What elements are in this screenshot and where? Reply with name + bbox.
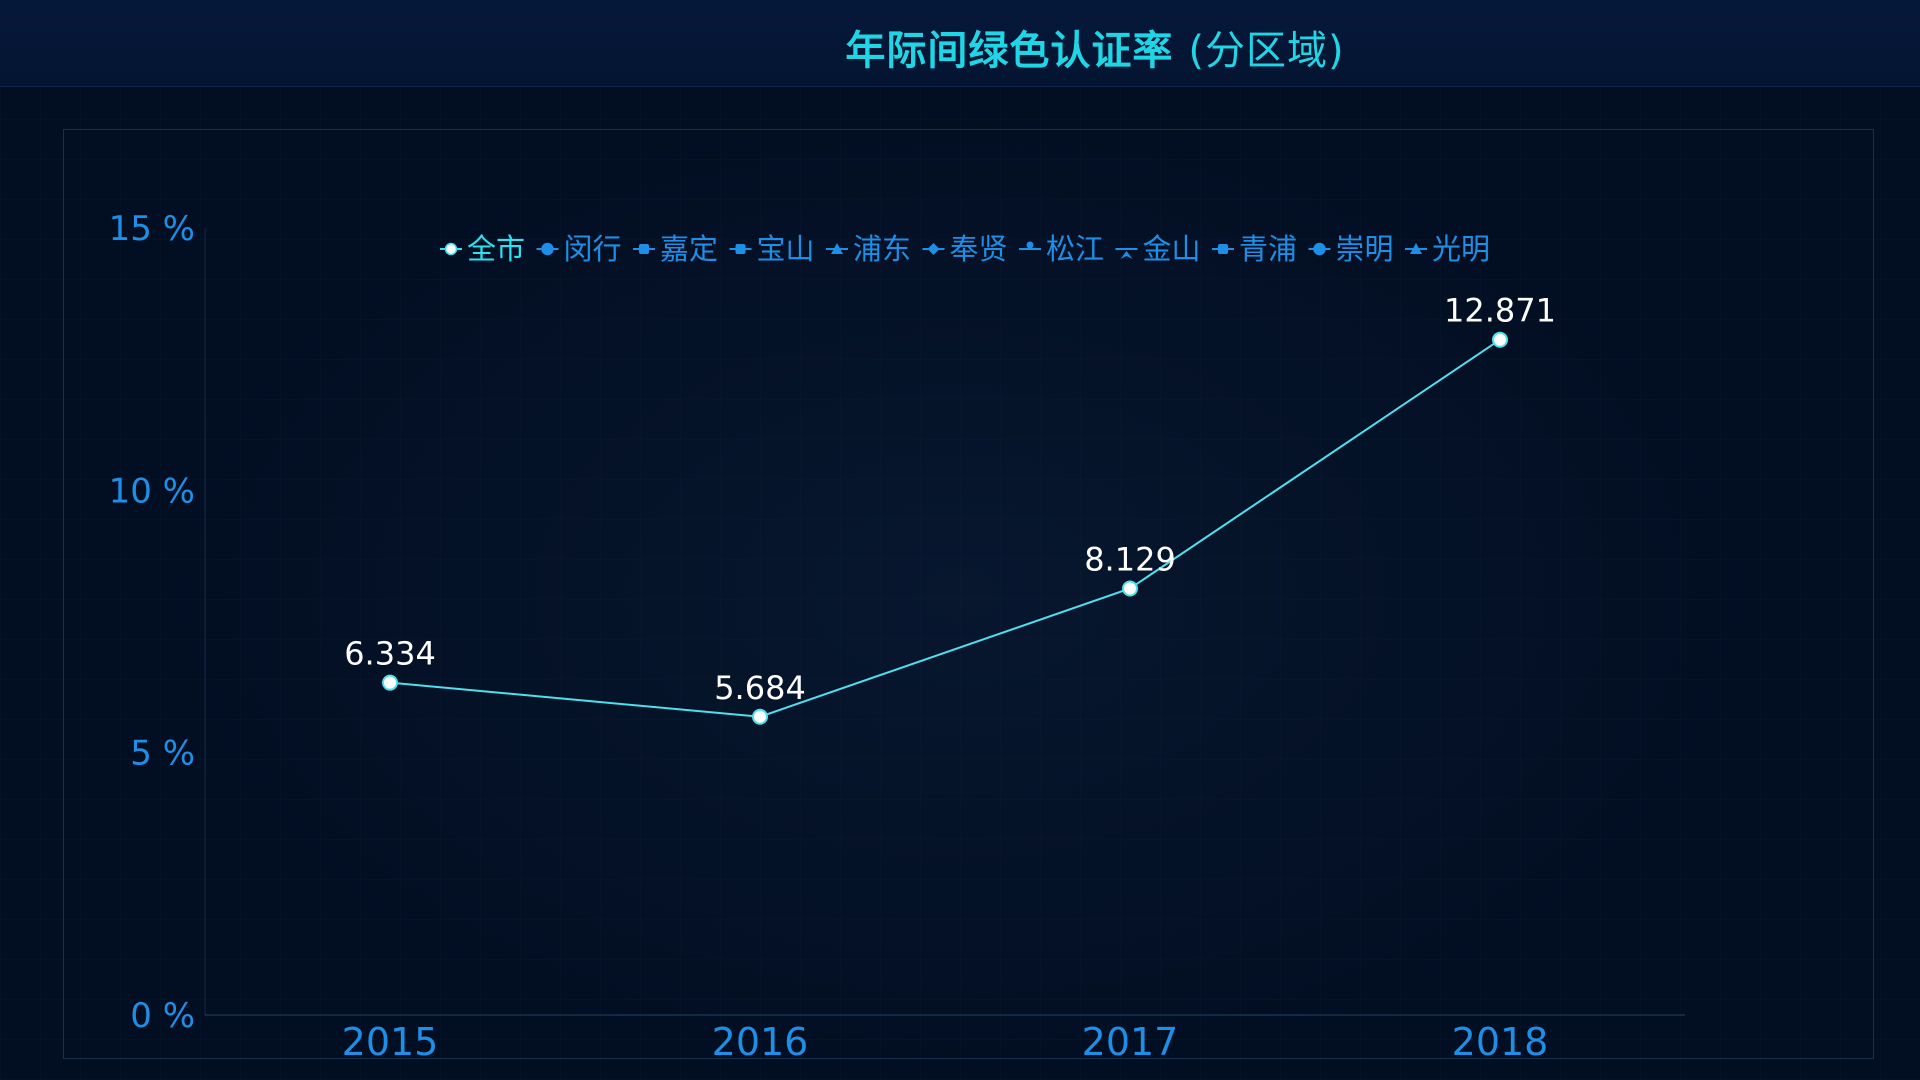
x-tick-label: 2016 <box>712 1020 809 1064</box>
x-tick-label: 2018 <box>1452 1020 1549 1064</box>
legend-item[interactable]: 嘉定 <box>633 232 718 266</box>
legend-marker-icon <box>1314 244 1325 255</box>
legend-marker-icon <box>1218 244 1228 254</box>
legend-marker-icon <box>542 244 553 255</box>
legend-label: 青浦 <box>1239 232 1297 266</box>
series-line <box>390 340 1500 717</box>
legend-item[interactable]: 奉贤 <box>923 232 1008 266</box>
data-point-group <box>383 333 1507 724</box>
legend-item[interactable]: 金山 <box>1116 232 1201 266</box>
legend-label: 崇明 <box>1336 232 1394 266</box>
series-line-group <box>390 340 1500 717</box>
legend-item[interactable]: 全市 <box>440 232 525 266</box>
data-label: 6.334 <box>344 635 436 673</box>
y-tick-group: 0 % 5 % 10 % 15 % <box>109 209 195 1036</box>
legend-label: 松江 <box>1046 232 1104 266</box>
legend-label: 金山 <box>1143 232 1201 266</box>
y-tick-label: 0 % <box>130 996 195 1036</box>
legend-marker-icon <box>736 244 746 254</box>
legend-marker-icon <box>1027 242 1034 249</box>
data-point[interactable] <box>1123 581 1137 595</box>
data-point[interactable] <box>753 710 767 724</box>
legend-label: 宝山 <box>757 232 815 266</box>
data-point[interactable] <box>1493 333 1507 347</box>
legend-item[interactable]: 闵行 <box>537 232 622 266</box>
legend-label: 奉贤 <box>950 232 1008 266</box>
legend-item[interactable]: 青浦 <box>1212 232 1297 266</box>
legend-marker-icon <box>639 244 649 254</box>
legend-label: 全市 <box>467 232 525 266</box>
legend-item[interactable]: 光明 <box>1405 232 1490 266</box>
legend-label: 闵行 <box>564 232 622 266</box>
x-tick-group: 2015 2016 2017 2018 <box>342 1020 1549 1064</box>
y-tick-label: 10 % <box>109 471 195 511</box>
data-label: 8.129 <box>1084 540 1176 578</box>
legend-label: 浦东 <box>853 232 911 266</box>
legend-marker-icon <box>1121 251 1133 259</box>
x-tick-label: 2017 <box>1082 1020 1179 1064</box>
legend-label: 光明 <box>1432 232 1490 266</box>
legend-item[interactable]: 浦东 <box>826 232 911 266</box>
legend-item[interactable]: 宝山 <box>730 232 815 266</box>
x-tick-label: 2015 <box>342 1020 439 1064</box>
legend-item[interactable]: 松江 <box>1019 232 1104 266</box>
legend-marker-icon <box>446 244 457 255</box>
legend-item[interactable]: 崇明 <box>1309 232 1394 266</box>
legend-marker-icon <box>928 243 940 255</box>
y-tick-label: 15 % <box>109 209 195 249</box>
data-label: 12.871 <box>1444 292 1556 330</box>
data-label-group: 6.334 5.684 8.129 12.871 <box>344 292 1556 707</box>
y-tick-label: 5 % <box>130 734 195 774</box>
data-point[interactable] <box>383 676 397 690</box>
data-label: 5.684 <box>714 669 806 707</box>
legend-label: 嘉定 <box>660 232 718 266</box>
legend: 全市 闵行 嘉定 宝山 浦东 奉贤 松江 金山 青浦 崇明 光明 <box>440 232 1490 266</box>
